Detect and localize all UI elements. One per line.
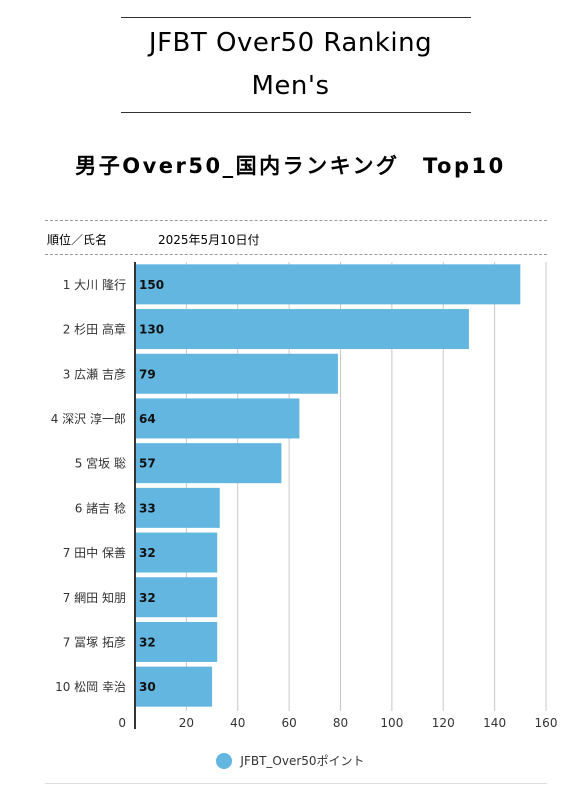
header-top-divider [45, 220, 547, 221]
category-label-2: 2 杉田 高章 [63, 322, 126, 337]
category-label-7: 7 田中 保善 [63, 545, 126, 560]
bar-6 [135, 487, 220, 528]
category-label-10: 10 松岡 幸治 [55, 680, 126, 694]
x-tick-label-0: 0 [118, 716, 126, 730]
page-title-sub: Men's [251, 71, 330, 101]
bar-8 [135, 577, 218, 618]
category-label-8: 7 網田 知朋 [63, 591, 126, 605]
bar-2 [135, 309, 469, 350]
header-date: 2025年5月10日付 [158, 233, 260, 247]
bar-5 [135, 443, 282, 484]
header-rank-name-label: 順位／氏名 [47, 233, 108, 247]
data-label-3: 79 [139, 367, 156, 381]
data-label-9: 32 [139, 635, 156, 649]
category-label-1: 1 大川 隆行 [63, 277, 126, 292]
category-label-6: 6 諸吉 稔 [75, 500, 126, 515]
legend-series-name: JFBT_Over50ポイント [240, 754, 365, 768]
x-tick-label-7: 140 [483, 716, 506, 730]
data-label-10: 30 [139, 680, 156, 694]
category-label-5: 5 宮坂 聡 [75, 456, 126, 471]
x-tick-label-3: 60 [281, 716, 296, 730]
title-bottom-rule [121, 112, 471, 113]
bar-4 [135, 398, 300, 439]
chart-legend: JFBT_Over50ポイント [0, 752, 581, 769]
bar-3 [135, 353, 338, 394]
data-label-1: 150 [139, 278, 164, 292]
ranking-subtitle: 男子Over50_国内ランキング Top10 [75, 154, 506, 178]
bar-7 [135, 532, 218, 573]
x-tick-label-2: 40 [230, 716, 245, 730]
data-label-4: 64 [139, 412, 156, 426]
title-top-rule [121, 17, 471, 18]
bottom-divider [45, 783, 547, 784]
category-label-3: 3 広瀬 吉彦 [63, 366, 126, 381]
x-tick-label-1: 20 [179, 716, 194, 730]
page-title: JFBT Over50 Ranking [148, 28, 433, 58]
x-tick-label-5: 100 [380, 716, 403, 730]
category-label-4: 4 深沢 淳一郎 [51, 411, 126, 426]
bar-1 [135, 264, 521, 305]
category-label-9: 7 冨塚 拓彦 [63, 634, 126, 649]
data-label-7: 32 [139, 546, 156, 560]
data-label-6: 33 [139, 501, 156, 515]
bar-9 [135, 621, 218, 662]
x-tick-label-8: 160 [535, 716, 558, 730]
x-tick-label-6: 120 [432, 716, 455, 730]
data-label-8: 32 [139, 591, 156, 605]
data-label-5: 57 [139, 457, 156, 471]
legend-swatch [216, 752, 233, 769]
header-bottom-divider [45, 254, 547, 255]
data-label-2: 130 [139, 323, 164, 337]
bar-10 [135, 666, 213, 707]
x-tick-label-4: 80 [333, 716, 348, 730]
